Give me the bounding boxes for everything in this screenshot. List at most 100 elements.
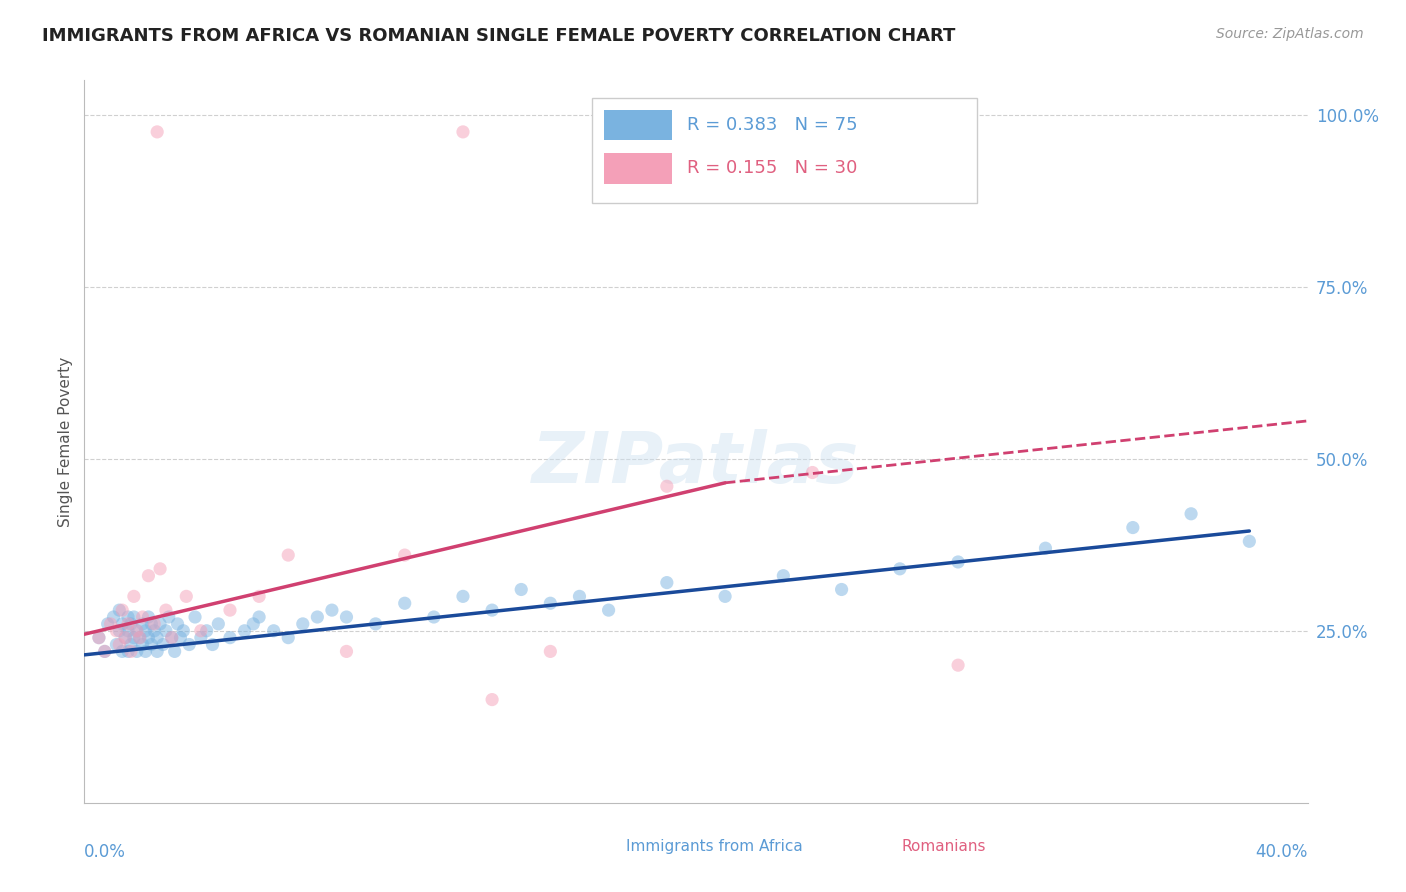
Point [247,590,270,604]
Text: R = 0.383   N = 75: R = 0.383 N = 75 [688,116,858,134]
Point [138,610,160,624]
Point [242,616,264,631]
Point [772,568,794,582]
Point [801,466,824,480]
Point [277,631,299,645]
Point [364,616,387,631]
Point [138,568,160,582]
Point [108,624,131,638]
Text: Romanians: Romanians [901,838,986,854]
FancyBboxPatch shape [605,110,672,140]
Point [655,479,678,493]
Point [160,631,183,645]
Y-axis label: Single Female Poverty: Single Female Poverty [58,357,73,526]
Point [105,638,128,652]
Point [93,644,115,658]
Text: 40.0%: 40.0% [1256,843,1308,861]
Point [195,624,218,638]
Point [120,638,142,652]
Point [233,624,256,638]
Point [307,610,329,624]
Point [100,616,122,631]
Point [125,624,148,638]
Point [155,624,177,638]
Point [135,624,157,638]
Point [451,590,474,604]
Point [149,562,172,576]
Point [201,638,224,652]
Point [598,603,620,617]
Point [125,644,148,658]
FancyBboxPatch shape [568,837,614,857]
Point [423,610,446,624]
Point [247,610,270,624]
Point [538,644,561,658]
Point [889,562,911,576]
Text: R = 0.155   N = 30: R = 0.155 N = 30 [688,160,858,178]
Point [169,631,191,645]
Text: Source: ZipAtlas.com: Source: ZipAtlas.com [1216,27,1364,41]
FancyBboxPatch shape [592,98,977,203]
Text: ZIPatlas: ZIPatlas [533,429,859,498]
Point [291,616,314,631]
Point [1239,534,1261,549]
Point [141,638,163,652]
Point [946,555,969,569]
Point [117,610,139,624]
Point [163,644,186,658]
Point [131,638,153,652]
Point [87,631,110,645]
Point [172,624,194,638]
Point [122,610,145,624]
Point [946,658,969,673]
Point [184,610,207,624]
Point [131,616,153,631]
Text: Immigrants from Africa: Immigrants from Africa [626,838,803,854]
Point [481,692,503,706]
Point [335,644,357,658]
Point [1122,520,1144,534]
Point [277,548,299,562]
Point [143,624,166,638]
Text: IMMIGRANTS FROM AFRICA VS ROMANIAN SINGLE FEMALE POVERTY CORRELATION CHART: IMMIGRANTS FROM AFRICA VS ROMANIAN SINGL… [42,27,956,45]
Point [207,616,229,631]
Point [117,644,139,658]
Point [538,596,561,610]
Point [135,644,157,658]
FancyBboxPatch shape [842,837,889,857]
Point [146,631,169,645]
Point [714,590,737,604]
Point [149,616,172,631]
Point [103,610,125,624]
Point [111,603,134,617]
Point [451,125,474,139]
Point [831,582,853,597]
Point [219,603,242,617]
Point [219,631,242,645]
Point [394,548,416,562]
Point [510,582,533,597]
Point [155,603,177,617]
Point [122,631,145,645]
Point [166,616,188,631]
Point [174,590,197,604]
Point [1180,507,1202,521]
Point [138,631,160,645]
Point [117,624,139,638]
Point [146,644,169,658]
Point [1035,541,1057,556]
Point [114,631,136,645]
Point [108,603,131,617]
Point [131,610,153,624]
Point [117,616,139,631]
Point [125,624,148,638]
Point [128,631,150,645]
Text: 0.0%: 0.0% [84,843,127,861]
Point [160,631,183,645]
Point [120,644,142,658]
Point [568,590,591,604]
Point [655,575,678,590]
Point [143,616,166,631]
Point [111,644,134,658]
Point [97,616,120,631]
